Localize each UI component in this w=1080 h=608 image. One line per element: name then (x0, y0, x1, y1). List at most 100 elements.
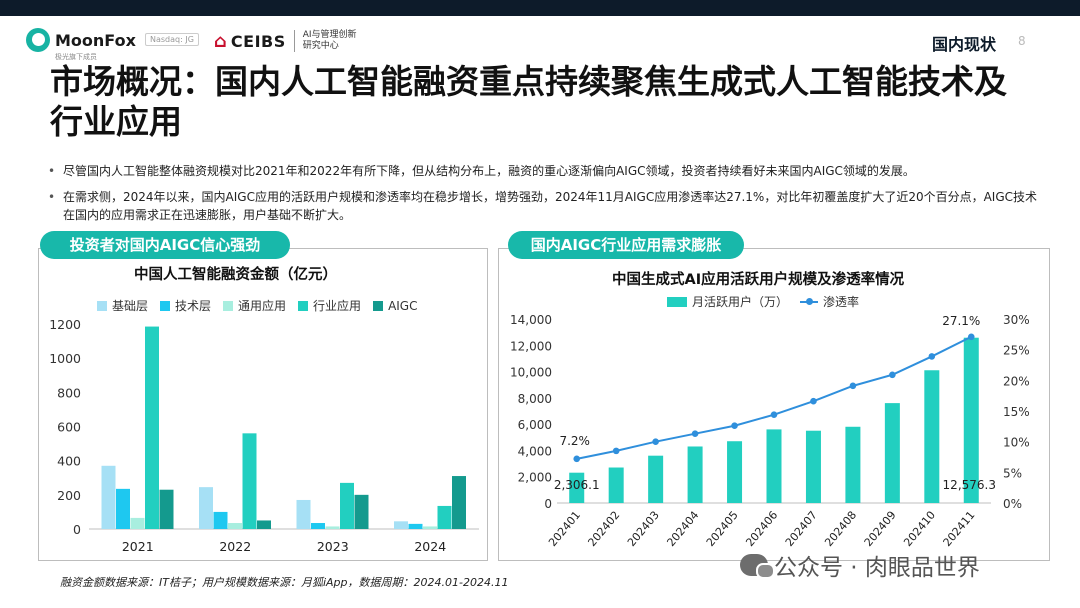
right-chart-legend: 月活跃用户（万） 渗透率 (667, 293, 871, 310)
x-tick-label: 202401 (546, 509, 583, 550)
legend-swatch (298, 300, 309, 311)
legend-swatch (97, 300, 107, 311)
legend-item: 月活跃用户（万） (667, 293, 788, 310)
bar (452, 476, 466, 529)
bar (130, 517, 145, 529)
rate-point (691, 430, 699, 437)
bar (340, 482, 354, 529)
moonfox-logo: MoonFox (26, 28, 136, 52)
nasdaq-badge: Nasdaq: JG (145, 33, 199, 46)
bullet-item: 尽管国内人工智能整体融资规模对比2021年和2022年有所下降，但从结构分布上，… (48, 162, 1038, 180)
rate-point (889, 371, 896, 379)
rate-point (810, 397, 817, 405)
rate-point (731, 422, 738, 430)
y-right-tick-label: 10% (1003, 436, 1030, 450)
ceibs-center-name: AI与管理创新 研究中心 (303, 30, 357, 52)
legend-item: 技术层 (160, 297, 211, 314)
first-bar-value-label: 2,306.1 (554, 478, 600, 492)
y-right-tick-label: 20% (1003, 374, 1030, 388)
x-tick-label: 202402 (586, 509, 623, 550)
bar (608, 467, 624, 503)
x-tick-label: 202408 (822, 509, 859, 550)
bar (101, 465, 116, 529)
bar (408, 523, 423, 529)
bar (325, 526, 340, 529)
legend-label: 通用应用 (238, 299, 287, 313)
y-right-tick-label: 5% (1003, 466, 1022, 480)
bar (394, 521, 408, 529)
x-tick-label: 202403 (625, 509, 662, 550)
ceibs-logo: ⌂ CEIBS AI与管理创新 研究中心 (214, 30, 357, 52)
bar (242, 433, 257, 529)
legend-label: 基础层 (112, 299, 149, 313)
left-chart-panel: 中国人工智能融资金额（亿元） 基础层 技术层 通用应用 行业应用 AIGC 0 2… (38, 248, 488, 561)
rate-point (770, 411, 778, 418)
rate-point (573, 455, 581, 463)
bar (766, 429, 782, 503)
bar (437, 505, 452, 529)
left-chart-title: 中国人工智能融资金额（亿元） (134, 267, 337, 283)
x-tick-label: 202405 (704, 509, 741, 550)
y-right-tick-label: 30% (1003, 313, 1030, 327)
y-right-tick-label: 25% (1003, 344, 1030, 358)
top-bar (0, 0, 1080, 16)
bar (648, 455, 664, 503)
x-tick-label: 2023 (317, 539, 349, 554)
bar (687, 446, 703, 503)
bar (423, 526, 437, 529)
bar (845, 426, 861, 503)
y-right-tick-label: 15% (1003, 405, 1030, 419)
x-tick-label: 202407 (783, 509, 820, 550)
y-left-tick-label: 6,000 (518, 418, 552, 432)
left-chart-legend: 基础层 技术层 通用应用 行业应用 AIGC (97, 297, 430, 314)
y-left-tick-label: 8,000 (518, 392, 552, 406)
legend-item: 通用应用 (223, 297, 286, 314)
bar (213, 511, 228, 529)
x-tick-label: 202404 (664, 509, 701, 550)
bar (354, 494, 369, 529)
data-source-footnote: 融资金额数据来源：IT桔子；用户规模数据来源：月狐iApp，数据周期：2024.… (60, 576, 509, 589)
bar (116, 488, 130, 529)
legend-swatch (373, 300, 384, 311)
rate-point (612, 447, 620, 455)
legend-label: 技术层 (175, 299, 212, 313)
legend-label: AIGC (388, 298, 418, 313)
x-tick-label: 202409 (862, 509, 899, 550)
bullet-list: 尽管国内人工智能整体融资规模对比2021年和2022年有所下降，但从结构分布上，… (48, 162, 1038, 232)
bullet-item: 在需求侧，2024年以来，国内AIGC应用的活跃用户规模和渗透率均在稳步增长，增… (48, 188, 1038, 224)
legend-item: AIGC (373, 298, 418, 313)
moonfox-logo-sub: 极光旗下成员 (55, 53, 97, 61)
legend-swatch (667, 296, 687, 307)
y-tick-label: 200 (57, 488, 81, 503)
y-tick-label: 800 (57, 385, 81, 400)
ceibs-logo-icon: ⌂ (214, 30, 227, 52)
logo-divider (293, 30, 295, 52)
x-tick-label: 2021 (122, 539, 154, 554)
moonfox-logo-text: MoonFox (55, 30, 136, 50)
y-tick-label: 400 (57, 454, 81, 469)
section-label: 国内现状 (932, 35, 997, 54)
last-rate-label: 27.1% (942, 314, 980, 328)
x-tick-label: 202411 (941, 509, 978, 550)
legend-label: 月活跃用户（万） (692, 295, 789, 309)
y-tick-label: 1200 (49, 317, 81, 332)
moonfox-logo-icon (26, 28, 50, 52)
bar (727, 441, 743, 503)
bar (257, 520, 271, 529)
bar (805, 430, 821, 503)
page-number: 8 (1018, 34, 1026, 48)
legend-label: 行业应用 (313, 299, 362, 313)
rate-point (849, 382, 857, 390)
bar (963, 337, 979, 503)
x-tick-label: 202406 (743, 509, 780, 550)
y-tick-label: 0 (73, 522, 81, 537)
y-left-tick-label: 0 (544, 497, 552, 511)
bar (924, 370, 940, 503)
y-left-tick-label: 10,000 (510, 366, 552, 380)
wechat-watermark: 公众号 · 肉眼品世界 (740, 548, 980, 582)
bar (296, 499, 311, 529)
right-panel-tag: 国内AIGC行业应用需求膨胀 (508, 231, 744, 259)
wechat-icon (740, 554, 775, 579)
bar (228, 523, 242, 529)
right-chart-title: 中国生成式AI应用活跃用户规模及渗透率情况 (612, 272, 905, 288)
